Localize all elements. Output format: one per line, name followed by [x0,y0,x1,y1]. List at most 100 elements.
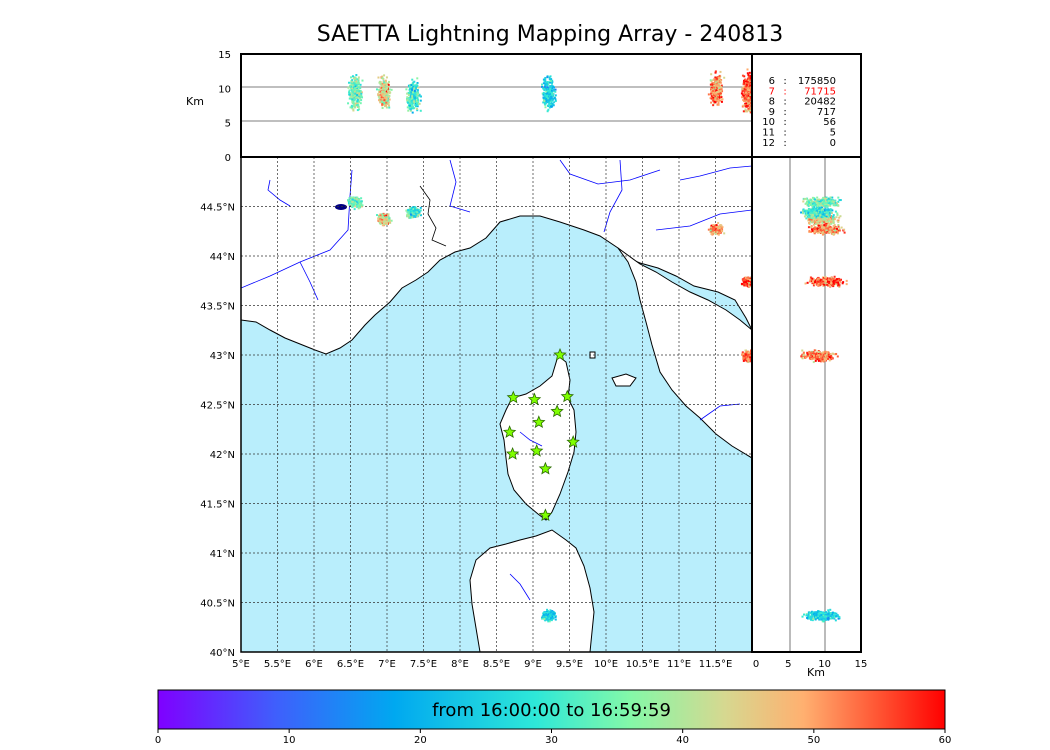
altitude-point [718,86,721,89]
lightning-point [554,618,557,621]
altitude-point [711,98,714,101]
altitude-point [348,89,351,92]
lightning-point [546,615,549,618]
lightning-point [388,217,391,220]
side-point [813,221,816,224]
altitude-point [749,103,752,106]
altitude-point [747,97,750,100]
side-point [830,221,833,224]
altitude-point [377,93,380,96]
side-point [835,227,838,230]
side-point [819,217,822,220]
altitude-point [377,94,380,97]
lightning-point [351,196,354,199]
lightning-point [544,619,547,622]
side-point [808,230,811,233]
side-point [810,201,813,204]
altitude-point [347,81,350,84]
altitude-point [746,92,749,95]
side-point [820,203,823,206]
side-point [821,279,824,282]
altitude-point [542,97,545,100]
altitude-point [548,76,551,79]
side-point [826,205,829,208]
altitude-point [717,88,720,91]
altitude-point [410,100,413,103]
altitude-point [361,96,364,99]
lightning-point [382,215,385,218]
lightning-point [719,228,722,231]
side-point [837,283,840,286]
altitude-point [417,99,420,102]
lightning-point [390,219,393,222]
side-point [828,214,831,217]
side-point [821,207,824,210]
side-point [818,218,821,221]
altitude-point [744,102,747,105]
altitude-point [419,109,422,112]
side-point [812,211,815,214]
lightning-point [375,214,378,217]
altitude-point [356,109,359,112]
side-point [811,205,814,208]
station-count-value: 20482 [804,97,836,108]
altitude-point [715,92,718,95]
lightning-point [379,214,382,217]
altitude-point [351,80,354,83]
lightning-point [552,611,555,614]
altitude-point [719,99,722,102]
altitude-point [746,68,749,71]
altitude-point [383,82,386,85]
altitude-point [353,81,356,84]
altitude-point [742,86,745,89]
altitude-point [543,82,546,85]
altitude-point [743,92,746,95]
lightning-point [744,281,747,284]
altitude-point [411,87,414,90]
altitude-point [386,84,389,87]
altitude-point [353,94,356,97]
altitude-point [384,98,387,101]
altitude-point [544,78,547,81]
altitude-point [411,99,414,102]
x-tick-label: 11.5°E [699,659,733,670]
altitude-point [716,84,719,87]
side-point [837,277,840,280]
altitude-point [383,94,386,97]
lightning-point [744,284,747,287]
station-count-sep: : [783,76,786,87]
side-point [805,217,808,220]
altitude-point [541,85,544,88]
station-star [566,435,580,448]
altitude-point [355,85,358,88]
lightning-point [551,610,554,613]
side-point [822,196,825,199]
altitude-point [406,106,409,109]
lightning-point [710,224,713,227]
altitude-point [714,97,717,100]
altitude-point [384,104,387,107]
altitude-point [352,102,355,105]
station-count-n: 6 [769,76,775,87]
altitude-point [385,96,388,99]
altitude-point [749,81,752,84]
side-point [836,279,839,282]
altitude-point [387,80,390,83]
altitude-point [710,94,713,97]
side-point [830,227,833,230]
altitude-point [386,86,389,89]
altitude-point [378,80,381,83]
altitude-point [550,84,553,87]
side-point [818,217,821,220]
lightning-point [407,214,410,217]
lightning-point [356,196,359,199]
side-point [817,220,820,223]
side-point [830,276,833,279]
station-star [506,390,520,404]
side-point [817,222,820,225]
altitude-point [417,103,420,106]
altitude-point [548,96,551,99]
lightning-point [747,282,750,285]
lightning-point [356,204,359,207]
altitude-point [356,96,359,99]
